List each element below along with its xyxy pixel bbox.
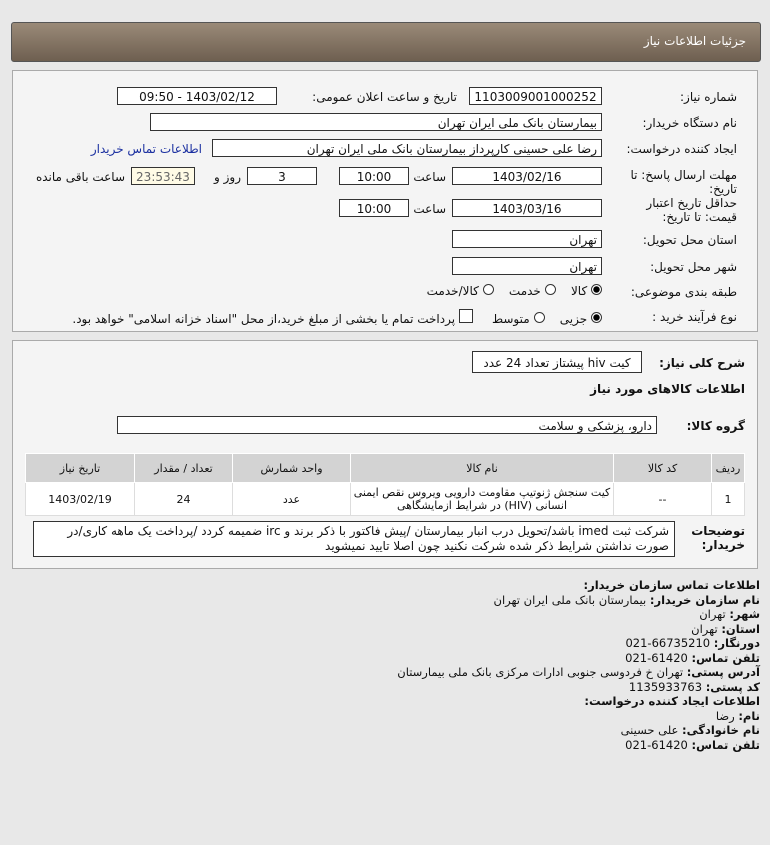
col-name: نام کالا [350, 453, 614, 483]
table-row: 1 -- کیت سنجش ژنوتیپ مقاومت دارویی ویروس… [25, 482, 745, 516]
col-date: تاریخ نیاز [25, 453, 135, 483]
col-row: ردیف [711, 453, 745, 483]
need-number-field: 1103009001000252 [469, 87, 602, 105]
cell-unit: عدد [232, 482, 351, 516]
announce-label: تاریخ و ساعت اعلان عمومی: [312, 90, 457, 104]
treasury-payment-note: پرداخت تمام یا بخشی از مبلغ خرید،از محل … [72, 312, 456, 326]
contact-city: شهر: تهران [699, 607, 760, 621]
need-number-label: شماره نیاز: [680, 90, 737, 104]
deadline-time-label: ساعت [413, 170, 446, 184]
contact-address: آدرس پستی: تهران خ فردوسی جنوبی ادارات م… [397, 665, 760, 679]
treasury-payment-checkbox[interactable] [458, 309, 473, 323]
days-label: روز و [214, 170, 241, 184]
notes-field: شرکت ثبت imed باشد/تحویل درب انبار بیمار… [33, 521, 675, 557]
col-unit: واحد شمارش [232, 453, 351, 483]
deadline-label: مهلت ارسال پاسخ: تا تاریخ: [630, 168, 737, 196]
process-option-minor: جزیی [559, 312, 588, 326]
category-radio-group: کالا خدمت کالا/خدمت [427, 284, 602, 298]
table-header-row: ردیف کد کالا نام کالا واحد شمارش تعداد /… [25, 453, 745, 483]
announce-field: 1403/02/12 - 09:50 [117, 87, 277, 105]
process-option-medium: متوسط [491, 312, 530, 326]
remaining-time-field: 23:53:43 [131, 167, 195, 185]
cell-qty: 24 [134, 482, 233, 516]
creator-first-name: نام: رضا [715, 708, 760, 723]
cell-date: 1403/02/19 [25, 482, 135, 516]
group-label: گروه کالا: [686, 419, 745, 433]
category-radio-service[interactable] [544, 284, 556, 295]
desc-label: شرح کلی نیاز: [659, 356, 745, 370]
category-option-goods: کالا [570, 284, 588, 298]
validity-time-label: ساعت [413, 202, 446, 216]
page-header: جزئیات اطلاعات نیاز [11, 22, 761, 62]
creator-phone: تلفن تماس: 61420-021 [625, 737, 760, 752]
creator-contact-title: اطلاعات ایجاد کننده درخواست: [584, 694, 760, 708]
creator-field: رضا علی حسینی کارپرداز بیمارستان بانک مل… [212, 139, 602, 157]
creator-last-name: نام خانوادگی: علی حسینی [620, 723, 760, 737]
deadline-date-field: 1403/02/16 [452, 167, 602, 185]
cell-code: -- [613, 482, 712, 516]
buyer-contact-section: اطلاعات تماس سازمان خریدار: نام سازمان خ… [397, 578, 760, 752]
category-option-both: کالا/خدمت [426, 284, 479, 298]
need-details-panel: شرح کلی نیاز: کیت hiv پیشتاز تعداد 24 عد… [12, 340, 758, 569]
process-radio-minor[interactable] [591, 312, 602, 323]
category-option-service: خدمت [508, 284, 541, 298]
contact-postal-code: کد پستی: 1135933763 [628, 679, 760, 694]
need-info-panel: شماره نیاز: 1103009001000252 تاریخ و ساع… [12, 70, 758, 332]
category-label: طبقه بندی موضوعی: [630, 285, 737, 299]
col-code: کد کالا [613, 453, 712, 483]
goods-table: ردیف کد کالا نام کالا واحد شمارش تعداد /… [25, 453, 745, 516]
validity-time-field: 10:00 [339, 199, 409, 217]
process-radio-group: جزیی متوسط پرداخت تمام یا بخشی از مبلغ خ… [72, 309, 602, 326]
validity-label: حداقل تاریخ اعتبار قیمت: تا تاریخ: [646, 196, 737, 224]
desc-field: کیت hiv پیشتاز تعداد 24 عدد [472, 351, 642, 373]
category-radio-both[interactable] [482, 284, 494, 295]
city-field: تهران [452, 257, 602, 275]
process-radio-medium[interactable] [533, 312, 545, 323]
contact-org: نام سازمان خریدار: بیمارستان بانک ملی ای… [493, 592, 760, 607]
cell-row: 1 [711, 482, 745, 516]
notes-label: توضیحات خریدار: [691, 524, 745, 552]
contact-fax: دورنگار: 66735210-021 [625, 636, 760, 650]
col-qty: تعداد / مقدار [134, 453, 233, 483]
group-field: دارو، پزشکی و سلامت [117, 416, 657, 434]
page-title: جزئیات اطلاعات نیاز [643, 34, 746, 48]
buyer-label: نام دستگاه خریدار: [642, 116, 738, 130]
goods-info-title: اطلاعات کالاهای مورد نیاز [590, 382, 745, 396]
cell-name: کیت سنجش ژنوتیپ مقاومت دارویی ویروس نقص … [350, 482, 614, 516]
creator-label: ایجاد کننده درخواست: [626, 142, 737, 156]
remaining-label: ساعت باقی مانده [35, 170, 125, 184]
city-label: شهر محل تحویل: [650, 260, 737, 274]
contact-province: استان: تهران [691, 621, 760, 636]
deadline-time-field: 10:00 [339, 167, 409, 185]
process-label: نوع فرآیند خرید : [652, 310, 737, 324]
category-radio-goods[interactable] [591, 284, 602, 295]
province-label: استان محل تحویل: [642, 233, 737, 247]
validity-date-field: 1403/03/16 [452, 199, 602, 217]
contact-title: اطلاعات تماس سازمان خریدار: [583, 578, 760, 592]
province-field: تهران [452, 230, 602, 248]
contact-phone: تلفن تماس: 61420-021 [625, 650, 760, 665]
buyer-field: بیمارستان بانک ملی ایران تهران [150, 113, 602, 131]
days-field: 3 [247, 167, 317, 185]
buyer-contact-link[interactable]: اطلاعات تماس خریدار [90, 142, 202, 156]
